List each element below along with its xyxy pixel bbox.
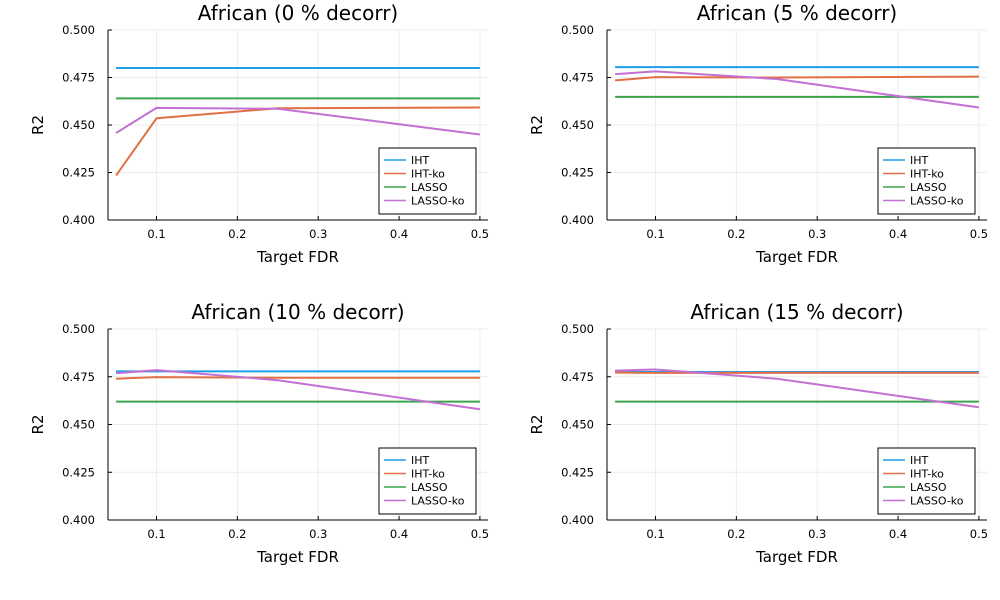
y-tick-label: 0.400 bbox=[561, 213, 594, 227]
series-line-lasso-ko bbox=[115, 106, 481, 136]
x-tick-label: 0.3 bbox=[808, 227, 826, 241]
legend-label: LASSO-ko bbox=[910, 495, 964, 508]
chart-title: African (15 % decorr) bbox=[690, 300, 903, 324]
x-tick-label: 0.4 bbox=[889, 527, 907, 541]
legend-box bbox=[877, 147, 976, 215]
y-tick-label: 0.500 bbox=[62, 23, 95, 37]
x-tick-label: 0.4 bbox=[390, 527, 408, 541]
legend-label: LASSO-ko bbox=[411, 195, 465, 208]
y-tick-label: 0.500 bbox=[62, 322, 95, 336]
legend-label: IHT-ko bbox=[910, 468, 944, 481]
y-tick-label: 0.425 bbox=[561, 166, 594, 180]
x-tick-label: 0.1 bbox=[147, 527, 165, 541]
subplot-2: 0.1 0.2 0.3 0.4 0.5 0.400 0.425 0.450 0.475 0.500… bbox=[528, 1, 988, 266]
legend-label: IHT-ko bbox=[411, 468, 445, 481]
chart-title: African (0 % decorr) bbox=[198, 1, 398, 25]
y-tick-label: 0.500 bbox=[561, 23, 594, 37]
legend-label: IHT-ko bbox=[910, 168, 944, 181]
y-tick-label: 0.475 bbox=[561, 370, 594, 384]
x-axis-label: Target FDR bbox=[755, 548, 838, 566]
y-axis-label: R2 bbox=[528, 115, 546, 135]
x-tick-label: 0.3 bbox=[808, 527, 826, 541]
x-tick-label: 0.2 bbox=[727, 227, 745, 241]
y-axis-label: R2 bbox=[29, 415, 47, 435]
x-tick-label: 0.5 bbox=[970, 227, 988, 241]
y-tick-label: 0.425 bbox=[62, 465, 95, 479]
chart-title: African (10 % decorr) bbox=[191, 300, 404, 324]
y-tick-label: 0.500 bbox=[561, 322, 594, 336]
y-tick-label: 0.425 bbox=[561, 465, 594, 479]
legend-label: IHT bbox=[910, 154, 929, 167]
legend-label: IHT bbox=[910, 454, 929, 467]
series-line-lasso-ko bbox=[116, 369, 481, 411]
y-axis-label: R2 bbox=[29, 115, 47, 135]
y-tick-label: 0.475 bbox=[62, 71, 95, 85]
y-axis-label: R2 bbox=[528, 415, 546, 435]
legend-label: IHT bbox=[411, 154, 430, 167]
x-tick-label: 0.2 bbox=[228, 527, 246, 541]
y-tick-label: 0.450 bbox=[62, 118, 95, 132]
legend-box bbox=[378, 447, 477, 515]
subplot-1: 0.1 0.2 0.3 0.4 0.5 0.400 0.425 0.450 0.475 0.500… bbox=[29, 1, 489, 266]
x-tick-label: 0.1 bbox=[147, 227, 165, 241]
x-tick-label: 0.5 bbox=[471, 527, 489, 541]
legend-label: LASSO-ko bbox=[910, 195, 964, 208]
x-axis-label: Target FDR bbox=[755, 248, 838, 266]
legend-box bbox=[877, 447, 976, 515]
x-tick-label: 0.1 bbox=[646, 227, 664, 241]
x-tick-label: 0.5 bbox=[471, 227, 489, 241]
y-tick-label: 0.400 bbox=[561, 513, 594, 527]
y-tick-label: 0.425 bbox=[62, 166, 95, 180]
x-tick-label: 0.2 bbox=[228, 227, 246, 241]
y-tick-label: 0.450 bbox=[561, 418, 594, 432]
x-axis-label: Target FDR bbox=[256, 248, 339, 266]
y-tick-label: 0.475 bbox=[561, 71, 594, 85]
chart-title: African (5 % decorr) bbox=[697, 1, 897, 25]
legend-label: IHT-ko bbox=[411, 168, 445, 181]
legend-label: LASSO bbox=[910, 181, 947, 194]
x-tick-label: 0.4 bbox=[390, 227, 408, 241]
series-line-iht-ko bbox=[116, 376, 480, 380]
y-tick-label: 0.400 bbox=[62, 513, 95, 527]
x-tick-label: 0.3 bbox=[309, 227, 327, 241]
subplot-3: 0.1 0.2 0.3 0.4 0.5 0.400 0.425 0.450 0.475 0.500… bbox=[29, 300, 489, 566]
x-tick-label: 0.4 bbox=[889, 227, 907, 241]
x-tick-label: 0.1 bbox=[646, 527, 664, 541]
legend-label: LASSO bbox=[411, 481, 448, 494]
x-tick-label: 0.5 bbox=[970, 527, 988, 541]
y-tick-label: 0.400 bbox=[62, 213, 95, 227]
legend-label: LASSO bbox=[910, 481, 947, 494]
legend-label: LASSO bbox=[411, 181, 448, 194]
legend-box bbox=[378, 147, 477, 215]
y-tick-label: 0.450 bbox=[62, 418, 95, 432]
y-tick-label: 0.475 bbox=[62, 370, 95, 384]
series-line-lasso-ko bbox=[615, 368, 980, 409]
series-line-iht-ko bbox=[115, 106, 480, 176]
x-tick-label: 0.3 bbox=[309, 527, 327, 541]
subplot-4: 0.1 0.2 0.3 0.4 0.5 0.400 0.425 0.450 0.475 0.500… bbox=[528, 300, 988, 566]
legend-label: LASSO-ko bbox=[411, 495, 465, 508]
y-tick-label: 0.450 bbox=[561, 118, 594, 132]
series-line-iht-ko bbox=[615, 75, 979, 82]
series-line-lasso-ko bbox=[615, 70, 980, 109]
x-tick-label: 0.2 bbox=[727, 527, 745, 541]
x-axis-label: Target FDR bbox=[256, 548, 339, 566]
legend-label: IHT bbox=[411, 454, 430, 467]
